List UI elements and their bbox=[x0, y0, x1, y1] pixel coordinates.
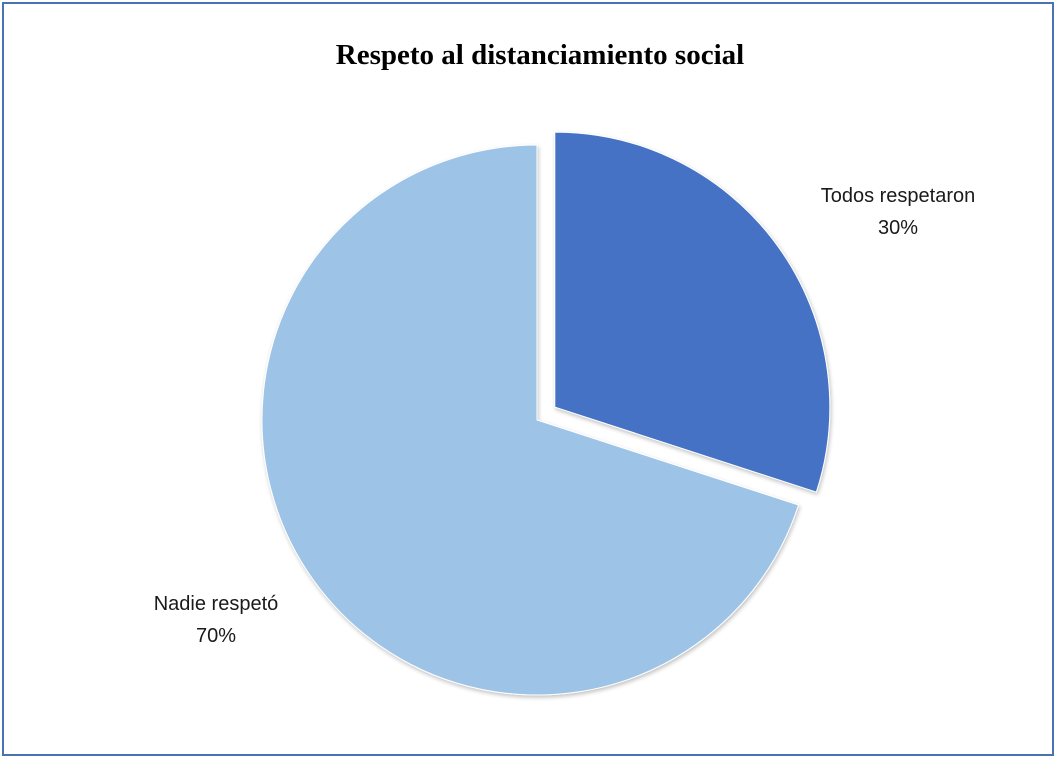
pie-slices bbox=[261, 131, 831, 696]
slice-value-label: 70% bbox=[196, 625, 236, 647]
slice-category-label: Todos respetaron bbox=[821, 185, 976, 207]
slice-category-label: Nadie respetó bbox=[154, 593, 279, 615]
pie-slice-nadie-respetó bbox=[261, 144, 800, 696]
slice-value-label: 30% bbox=[878, 217, 918, 239]
chart-title: Respeto al distanciamiento social bbox=[336, 39, 744, 71]
pie-slice-todos-respetaron bbox=[554, 131, 831, 493]
slice-labels: Todos respetaron 30% Nadie respetó 70% bbox=[154, 185, 976, 647]
